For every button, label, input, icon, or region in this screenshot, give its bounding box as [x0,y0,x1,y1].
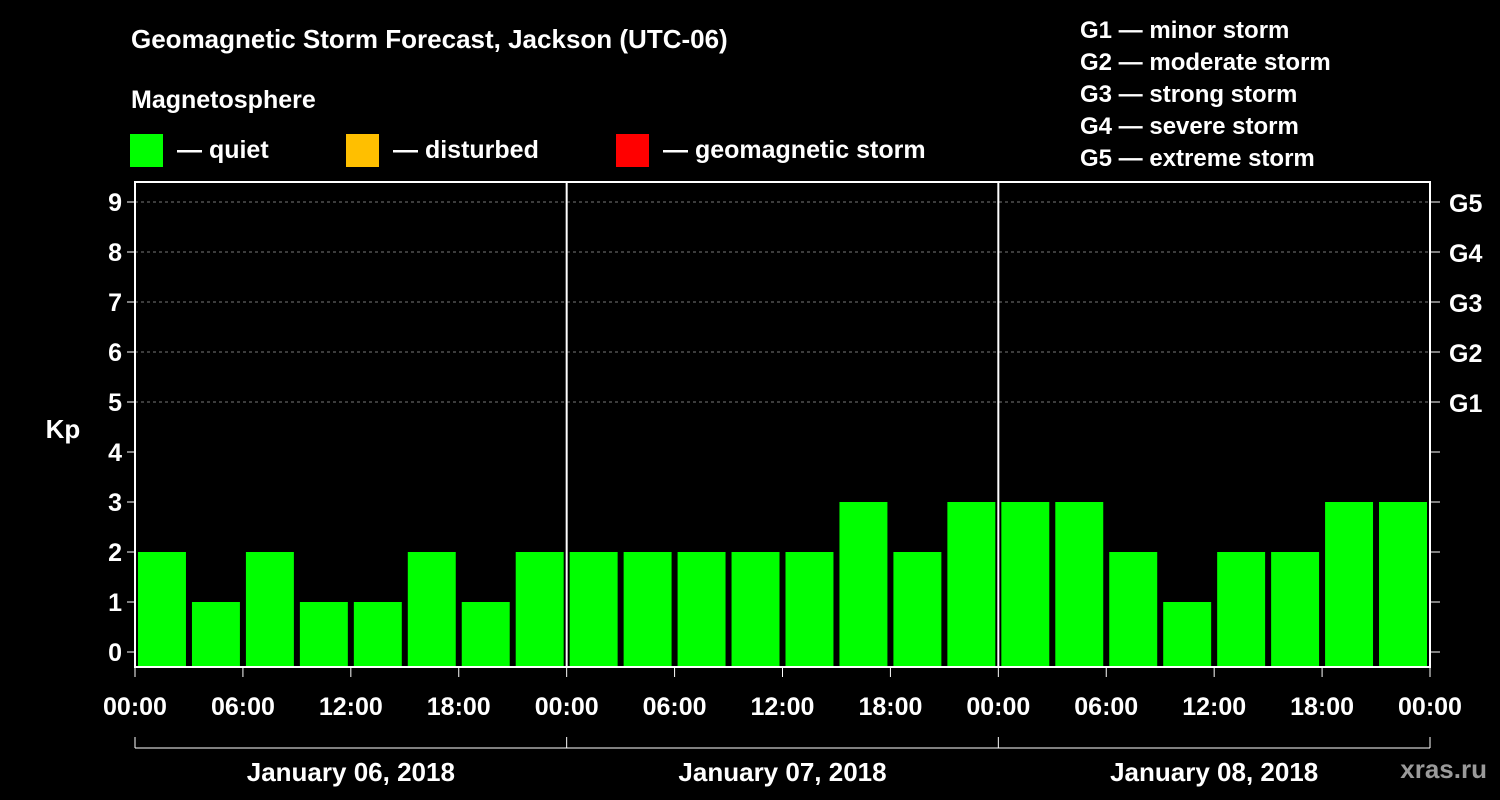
watermark: xras.ru [1400,754,1487,784]
y-tick-label: 6 [108,339,122,367]
storm-level-list: G1 — minor storm G2 — moderate storm G3 … [1080,15,1331,175]
x-tick-label: 12:00 [751,693,815,721]
chart-title: Geomagnetic Storm Forecast, Jackson (UTC… [131,24,728,54]
x-tick-label: 18:00 [858,693,922,721]
bar [1379,502,1427,667]
bar [191,602,240,667]
y-tick-label: 4 [108,439,122,467]
right-axis-label: G5 [1449,190,1482,218]
storm-level-g4: G4 — severe storm [1080,113,1299,140]
bar [839,502,888,667]
bar [407,552,456,667]
bar [138,552,186,667]
bar [623,552,672,667]
x-tick-label: 06:00 [1074,693,1138,721]
y-tick-label: 9 [108,189,122,217]
y-tick-label: 3 [108,489,122,517]
bar [461,602,510,667]
y-tick-label: 8 [108,239,122,267]
bar [299,602,348,667]
bar [785,552,834,667]
legend-swatch-storm [616,134,649,167]
bar [1325,502,1374,667]
day-label: January 08, 2018 [1110,757,1318,787]
x-tick-label: 00:00 [103,693,167,721]
y-tick-label: 2 [108,539,122,567]
x-tick-label: 18:00 [1290,693,1354,721]
legend-swatch-quiet [130,134,163,167]
bar [353,602,402,667]
day-label: January 07, 2018 [678,757,886,787]
right-axis-label: G4 [1449,240,1482,268]
y-axis-label: Kp [46,414,81,444]
bar [245,552,294,667]
storm-level-g2: G2 — moderate storm [1080,49,1331,76]
y-tick-label: 7 [108,289,122,317]
day-label: January 06, 2018 [247,757,455,787]
storm-level-g1: G1 — minor storm [1080,17,1290,44]
x-tick-label: 06:00 [211,693,275,721]
storm-level-g3: G3 — strong storm [1080,81,1298,108]
y-tick-label: 1 [108,589,122,617]
legend-swatch-disturbed [346,134,379,167]
x-tick-label: 06:00 [643,693,707,721]
bar [569,552,618,667]
bar [1271,552,1320,667]
bar [1217,552,1266,667]
bar [1163,602,1212,667]
bar [677,552,726,667]
storm-level-g5: G5 — extreme storm [1080,145,1315,172]
legend-label-disturbed: — disturbed [393,136,539,164]
y-tick-label: 5 [108,389,122,417]
bar [1001,502,1050,667]
bar [731,552,780,667]
legend-label-quiet: — quiet [177,136,269,164]
legend-label-storm: — geomagnetic storm [663,136,926,164]
bar [947,502,996,667]
bar [1055,502,1104,667]
bar [893,552,942,667]
x-tick-label: 00:00 [1398,693,1462,721]
y-tick-label: 0 [108,639,122,667]
right-axis-label: G1 [1449,390,1482,418]
x-tick-label: 18:00 [427,693,491,721]
chart-subtitle: Magnetosphere [131,86,316,114]
x-tick-label: 00:00 [535,693,599,721]
right-axis-label: G3 [1449,290,1482,318]
bar [1109,552,1158,667]
x-tick-label: 00:00 [966,693,1030,721]
x-tick-label: 12:00 [319,693,383,721]
x-tick-label: 12:00 [1182,693,1246,721]
right-axis-label: G2 [1449,340,1482,368]
bar [515,552,564,667]
